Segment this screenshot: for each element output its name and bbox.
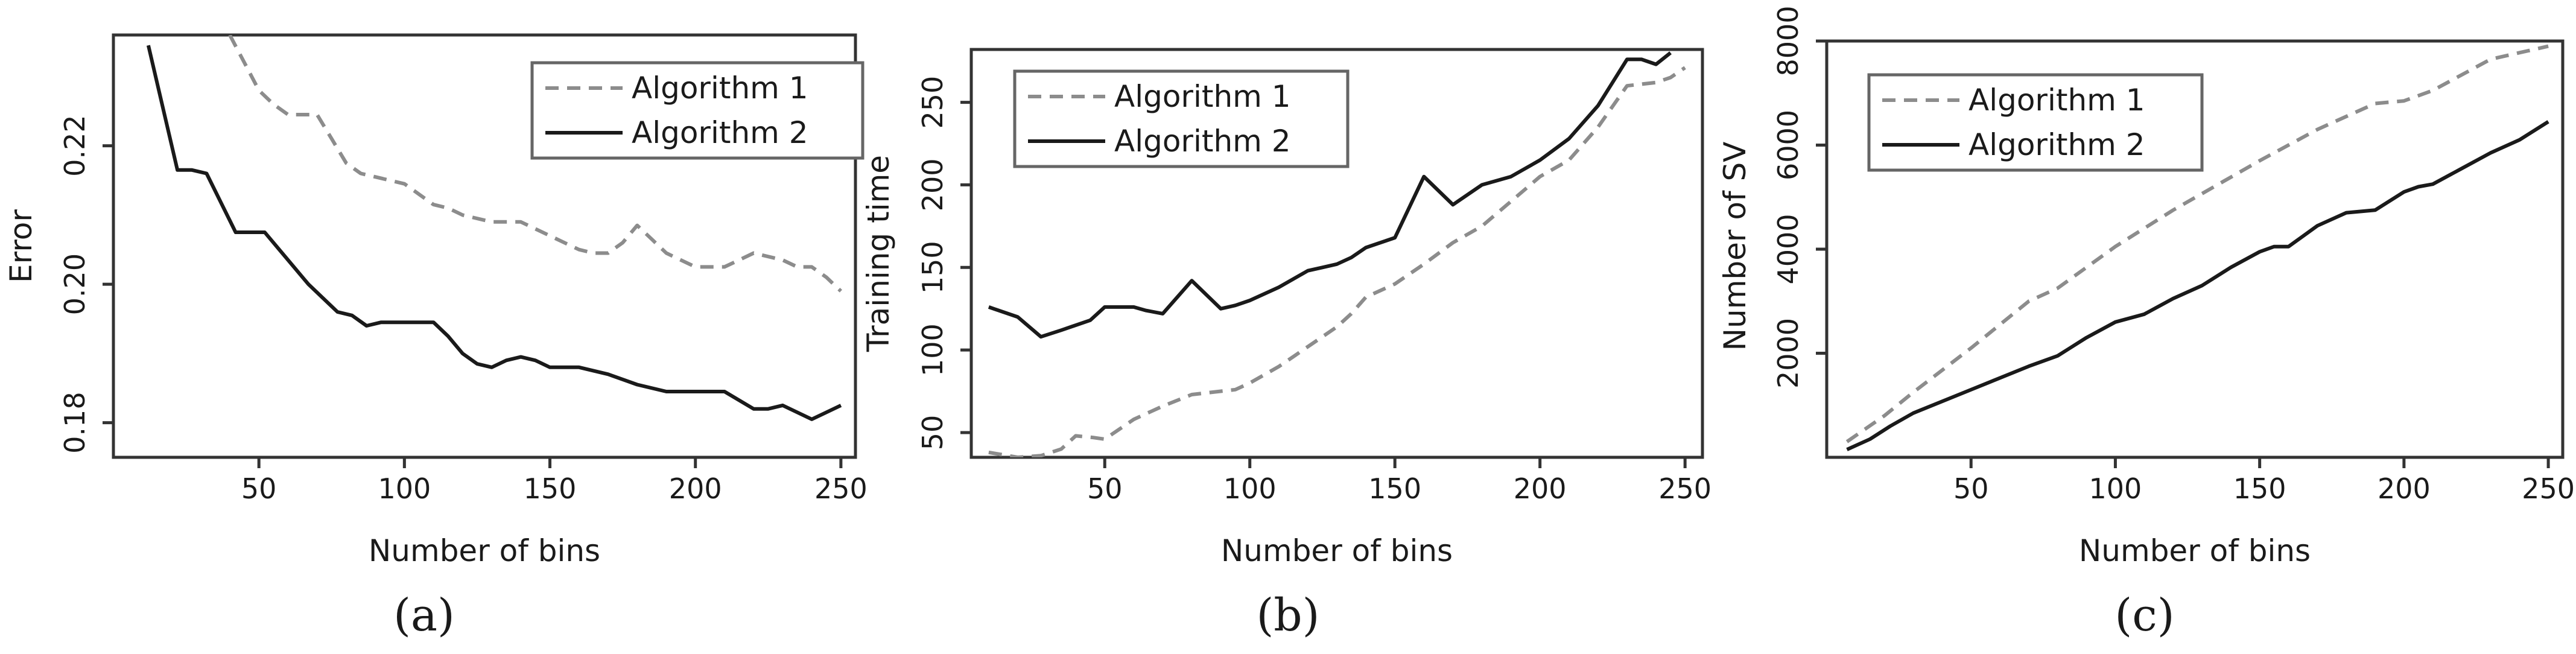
x-axis: 50 100 150 200 250 (1087, 457, 1712, 505)
panel-c: 2000 4000 6000 8000 50 100 150 200 250 Number o… (1718, 5, 2575, 641)
x-tick-label: 100 (2089, 472, 2142, 505)
x-tick-label: 200 (2378, 472, 2431, 505)
x-axis: 50 100 150 200 250 (241, 457, 868, 505)
y-tick-label: 0.20 (59, 253, 91, 315)
legend-label-algorithm-1: Algorithm 1 (1968, 83, 2145, 118)
series-group (988, 51, 1686, 457)
series-line-algorithm-2 (146, 45, 842, 421)
legend-label-algorithm-2: Algorithm 2 (1114, 124, 1291, 159)
series-line-algorithm-1 (988, 66, 1686, 457)
x-tick-label: 50 (241, 472, 277, 505)
legend-box (530, 61, 864, 160)
x-axis: 50 100 150 200 250 (1953, 457, 2575, 505)
x-tick-label: 50 (1953, 472, 1989, 505)
x-axis-label: Number of bins (2079, 533, 2311, 568)
plot-frame (112, 33, 857, 459)
y-tick-label: 8000 (1772, 5, 1804, 76)
legend-label-algorithm-2: Algorithm 2 (632, 115, 808, 150)
series-group (1845, 44, 2549, 451)
x-tick-label: 50 (1087, 472, 1123, 505)
legend-label-algorithm-1: Algorithm 1 (1114, 79, 1291, 114)
y-tick-label: 200 (916, 159, 949, 212)
legend: Algorithm 1 Algorithm 2 (1013, 69, 1350, 168)
x-tick-label: 200 (669, 472, 722, 505)
series-line-algorithm-2 (1846, 120, 2549, 451)
y-axis: 0.18 0.20 0.22 (59, 115, 113, 454)
x-tick-label: 200 (1514, 472, 1567, 505)
y-tick-label: 50 (916, 415, 949, 451)
y-tick-label: 6000 (1772, 110, 1804, 180)
x-tick-label: 100 (378, 472, 431, 505)
y-tick-label: 4000 (1772, 214, 1804, 284)
y-tick-label: 0.18 (59, 392, 91, 453)
x-axis-label: Number of bins (1221, 533, 1453, 568)
series-line-algorithm-1 (1845, 44, 2549, 443)
legend-box (1867, 73, 2204, 172)
legend-label-algorithm-2: Algorithm 2 (1968, 127, 2145, 162)
legend-label-algorithm-1: Algorithm 1 (632, 71, 808, 106)
x-tick-label: 150 (2233, 472, 2286, 505)
x-tick-label: 250 (2522, 472, 2575, 505)
plot-frame (969, 48, 1704, 459)
y-tick-label: 0.22 (59, 115, 91, 176)
panel-a: 0.18 0.20 0.22 50 100 150 200 250 Number of bi… (4, 33, 868, 641)
panel-label: (a) (393, 589, 455, 641)
y-tick-label: 2000 (1772, 318, 1804, 389)
panel-b: 50 100 150 200 250 50 100 150 200 250 Number of … (861, 48, 1712, 641)
series-line-algorithm-2 (988, 51, 1672, 339)
panel-label: (c) (2114, 589, 2174, 641)
panel-label: (b) (1256, 589, 1319, 641)
x-tick-label: 150 (1368, 472, 1421, 505)
x-tick-label: 250 (814, 472, 868, 505)
y-axis-label: Training time (861, 155, 896, 352)
x-axis-label: Number of bins (369, 533, 600, 568)
legend: Algorithm 1 Algorithm 2 (530, 61, 864, 160)
y-tick-label: 100 (916, 323, 949, 376)
y-axis: 50 100 150 200 250 (916, 76, 971, 451)
y-tick-label: 150 (916, 241, 949, 294)
series-group (146, 35, 842, 421)
x-tick-label: 250 (1658, 472, 1712, 505)
y-axis: 2000 4000 6000 8000 (1772, 5, 1827, 389)
series-line-algorithm-1 (228, 35, 842, 293)
y-axis-label: Error (4, 209, 39, 283)
y-axis-label: Number of SV (1718, 142, 1753, 351)
legend: Algorithm 1 Algorithm 2 (1867, 73, 2204, 172)
legend-box (1013, 69, 1350, 168)
y-tick-label: 250 (916, 76, 949, 129)
x-tick-label: 100 (1223, 472, 1277, 505)
x-tick-label: 150 (524, 472, 577, 505)
